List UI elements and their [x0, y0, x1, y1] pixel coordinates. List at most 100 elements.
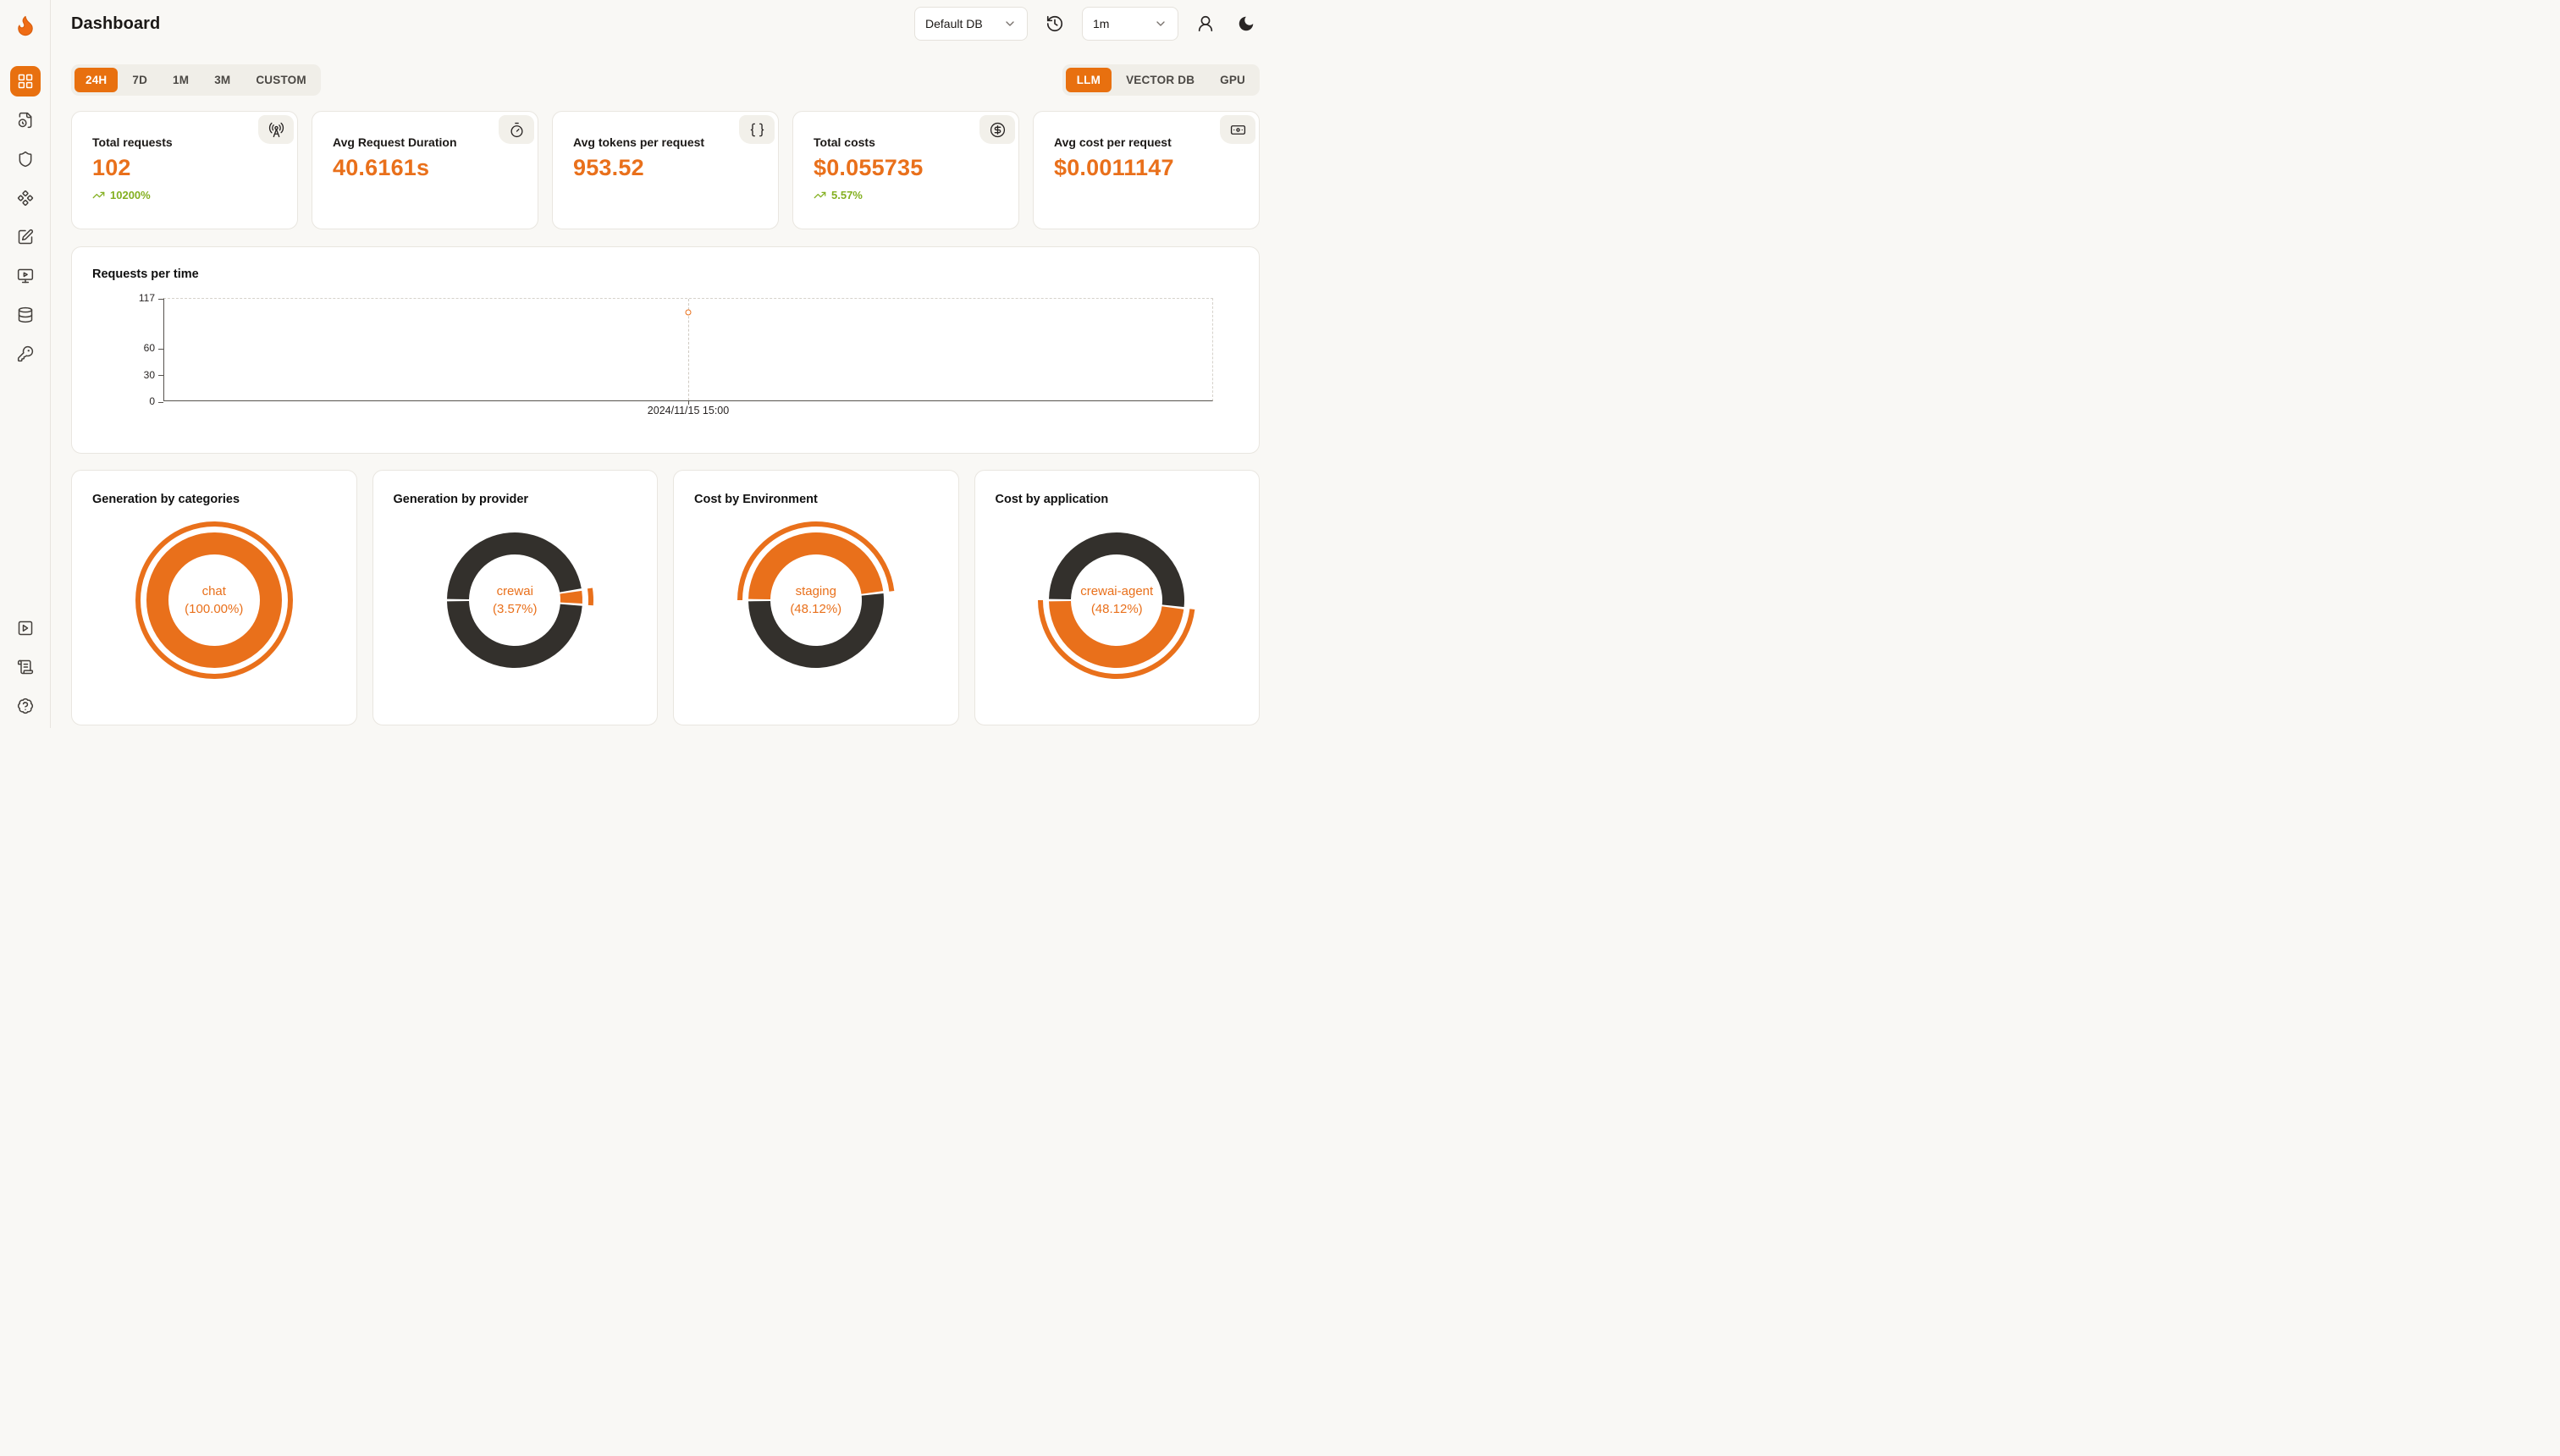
stat-label: Total costs: [814, 135, 875, 149]
component-icon: [17, 190, 33, 207]
sidebar-item-dashboard[interactable]: [9, 66, 41, 97]
square-play-icon: [18, 620, 32, 636]
donut-chart-environment[interactable]: staging (48.12%): [736, 520, 897, 681]
interval-select-value: 1m: [1093, 17, 1110, 30]
stat-delta-value: 5.57%: [831, 189, 863, 201]
generation-by-provider-card: Generation by provider crewai (3.57%): [372, 470, 658, 725]
donut-title: Cost by application: [995, 493, 1109, 506]
sidebar-item-requests[interactable]: [10, 105, 41, 135]
stat-delta: 5.57%: [814, 189, 998, 201]
y-axis-tick-label: 117: [138, 292, 155, 304]
top-bar: Dashboard Default DB 1m: [51, 0, 1280, 47]
tab-7d[interactable]: 7D: [121, 68, 158, 92]
donut-chart-application[interactable]: crewai-agent (48.12%): [1036, 520, 1197, 681]
donut-slice-staging[interactable]: [748, 532, 884, 600]
stat-icon-badge: [1220, 115, 1255, 144]
donut-title: Generation by categories: [92, 493, 240, 506]
history-icon: [1046, 15, 1063, 32]
flame-logo-icon: [17, 15, 33, 36]
profile-button[interactable]: [1192, 10, 1219, 37]
donut-slice-crewai[interactable]: [560, 590, 583, 604]
stat-value: 40.6161s: [333, 155, 430, 180]
monitor-play-icon: [17, 268, 33, 284]
cost-by-application-card: Cost by application crewai-agent (48.12%…: [974, 470, 1260, 725]
sidebar-item-databases[interactable]: [10, 300, 41, 330]
dashboard-grid-icon: [18, 74, 32, 89]
donut-slice-other[interactable]: [748, 593, 884, 669]
database-icon: [18, 306, 32, 323]
stat-value: 102: [92, 155, 131, 180]
donut-active-outer-ring: [737, 521, 895, 601]
donut-active-outer-ring: [588, 587, 594, 606]
stat-delta: 10200%: [92, 189, 277, 201]
trending-up-icon: [814, 191, 826, 199]
badge-help-icon: [17, 698, 33, 714]
chevron-down-icon: [1006, 21, 1014, 26]
stat-card-avg-cost: Avg cost per request $0.0011147: [1033, 111, 1260, 229]
sidebar-item-getting-started[interactable]: [10, 613, 41, 643]
stat-card-total-costs: Total costs $0.055735 5.57%: [792, 111, 1019, 229]
donut-chart-categories[interactable]: chat (100.00%): [134, 520, 295, 681]
sidebar-item-prompt-hub[interactable]: [10, 183, 41, 213]
donuts-row: Generation by categories chat (100.00%) …: [71, 470, 1260, 725]
donut-active-outer-ring: [1038, 599, 1195, 679]
sidebar-item-api-keys[interactable]: [10, 339, 41, 369]
line-chart: 0 30 60 117 2024/11/15 15:00: [92, 292, 1213, 416]
tab-gpu[interactable]: GPU: [1209, 68, 1256, 92]
y-axis-tick: [158, 375, 163, 377]
refresh-rate-button[interactable]: [1041, 10, 1068, 37]
app-logo[interactable]: [12, 12, 39, 39]
sidebar: [0, 0, 51, 728]
tab-custom[interactable]: CUSTOM: [245, 68, 317, 92]
trending-up-icon: [92, 191, 105, 199]
sidebar-bottom-nav: [10, 613, 41, 721]
x-axis-tick-label: 2024/11/15 15:00: [647, 405, 730, 416]
y-axis-tick-label: 0: [149, 395, 155, 407]
tab-3m[interactable]: 3M: [203, 68, 241, 92]
tab-1m[interactable]: 1M: [162, 68, 200, 92]
sidebar-item-vault[interactable]: [10, 222, 41, 252]
generation-by-categories-card: Generation by categories chat (100.00%): [71, 470, 357, 725]
sidebar-item-playground[interactable]: [10, 261, 41, 291]
sidebar-item-documentation[interactable]: [10, 652, 41, 682]
chart-plot-area[interactable]: 2024/11/15 15:00: [158, 298, 1213, 416]
app-root: Dashboard Default DB 1m: [0, 0, 1280, 728]
dark-mode-toggle[interactable]: [1233, 10, 1260, 37]
sidebar-item-help[interactable]: [10, 691, 41, 721]
donut-slice-other[interactable]: [447, 532, 582, 600]
tab-llm[interactable]: LLM: [1065, 68, 1112, 92]
stats-row: Total requests 102 10200%: [71, 111, 1260, 229]
stat-delta-value: 10200%: [110, 189, 151, 201]
dashboard-content: 24H 7D 1M 3M CUSTOM LLM VECTOR DB GPU: [51, 47, 1280, 728]
donut-slice-other[interactable]: [447, 600, 582, 668]
donut-slice-chat[interactable]: [146, 532, 282, 668]
timer-icon: [510, 122, 523, 137]
interval-select[interactable]: 1m: [1082, 7, 1178, 41]
x-axis-tick: [688, 401, 689, 405]
donut-chart-provider[interactable]: crewai (3.57%): [434, 520, 595, 681]
donut-slice-other[interactable]: [1049, 532, 1185, 608]
db-select[interactable]: Default DB: [914, 7, 1028, 41]
donut-title: Cost by Environment: [694, 493, 818, 506]
y-axis-tick: [158, 298, 163, 300]
tab-24h[interactable]: 24H: [74, 68, 119, 92]
tab-vector-db[interactable]: VECTOR DB: [1115, 68, 1206, 92]
requests-per-time-card: Requests per time 0 30 60 117 2024/11/15 15…: [71, 246, 1260, 454]
sidebar-nav: [9, 66, 41, 369]
key-icon: [17, 345, 33, 362]
donut-title: Generation by provider: [393, 493, 529, 506]
y-axis-tick: [158, 401, 163, 403]
stat-card-total-requests: Total requests 102 10200%: [71, 111, 298, 229]
stat-icon-badge: [258, 115, 294, 144]
filter-tabs-row: 24H 7D 1M 3M CUSTOM LLM VECTOR DB GPU: [71, 64, 1260, 96]
donut-slice-crewai-agent[interactable]: [1049, 600, 1184, 668]
stat-value: 953.52: [573, 155, 644, 180]
stat-icon-badge: [979, 115, 1015, 144]
chart-cursor-line: [688, 299, 689, 400]
stat-value: $0.0011147: [1054, 155, 1174, 180]
sidebar-item-exceptions[interactable]: [10, 144, 41, 174]
chart-data-point[interactable]: [685, 309, 692, 316]
db-select-value: Default DB: [925, 17, 983, 30]
stat-card-avg-tokens: Avg tokens per request 953.52: [552, 111, 779, 229]
mode-tabs: LLM VECTOR DB GPU: [1062, 64, 1260, 96]
